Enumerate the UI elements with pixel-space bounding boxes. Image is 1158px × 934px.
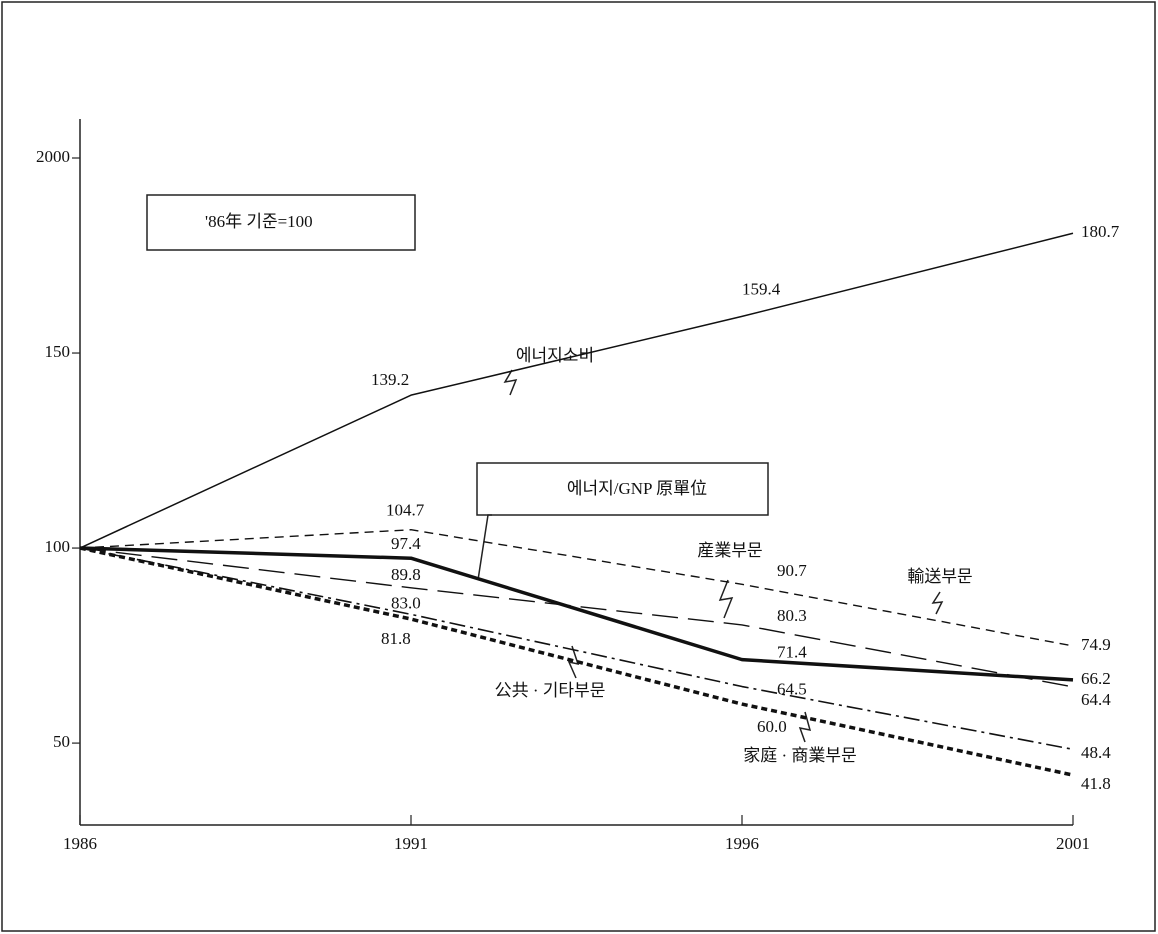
data-label: 60.0 <box>757 717 787 736</box>
series-name: 에너지/GNP 原單位 <box>567 479 707 498</box>
data-label: 139.2 <box>371 370 409 389</box>
arrow <box>798 711 812 743</box>
y-tick-label: 100 <box>45 537 71 556</box>
x-tick-label: 2001 <box>1056 834 1090 853</box>
annotation: '86年 기준=100 <box>205 212 313 231</box>
series-line <box>79 529 1074 647</box>
x-tick-label: 1996 <box>725 834 759 853</box>
series-line <box>79 547 1074 688</box>
leader-line <box>477 514 492 581</box>
series-line <box>79 546 1074 682</box>
data-label: 80.3 <box>777 606 807 625</box>
data-label: 104.7 <box>386 501 425 520</box>
data-label: 64.5 <box>777 679 807 698</box>
x-tick-label: 1986 <box>63 834 97 853</box>
data-label: 159.4 <box>742 279 781 298</box>
data-label: 90.7 <box>777 561 807 580</box>
series-name: 公共 · 기타부문 <box>495 681 606 700</box>
series-line <box>79 547 1074 751</box>
data-label: 64.4 <box>1081 690 1111 709</box>
label-box <box>476 462 769 516</box>
data-label: 83.0 <box>391 593 421 612</box>
y-tick-label: 50 <box>53 732 70 751</box>
arrow <box>567 645 580 679</box>
annotation-box <box>146 194 416 251</box>
arrow <box>931 591 944 615</box>
data-label: 81.8 <box>381 629 411 648</box>
data-label: 97.4 <box>391 534 421 553</box>
series-name: 輸送부문 <box>907 567 972 586</box>
series-line <box>79 232 1074 549</box>
x-tick-label: 1991 <box>394 834 428 853</box>
data-label: 66.2 <box>1081 669 1111 688</box>
data-label: 48.4 <box>1081 743 1111 762</box>
data-label: 41.8 <box>1081 774 1111 793</box>
data-label: 71.4 <box>777 643 807 662</box>
y-tick-label: 2000 <box>36 147 70 166</box>
data-label: 74.9 <box>1081 635 1111 654</box>
series-name: 에너지소비 <box>516 346 594 365</box>
data-label: 180.7 <box>1081 222 1120 241</box>
series-name: 産業부문 <box>697 541 762 560</box>
data-label: 89.8 <box>391 565 421 584</box>
series-name: 家庭 · 商業부문 <box>743 746 856 765</box>
arrow <box>503 369 518 396</box>
arrow <box>718 579 734 619</box>
y-tick-label: 150 <box>45 342 71 361</box>
